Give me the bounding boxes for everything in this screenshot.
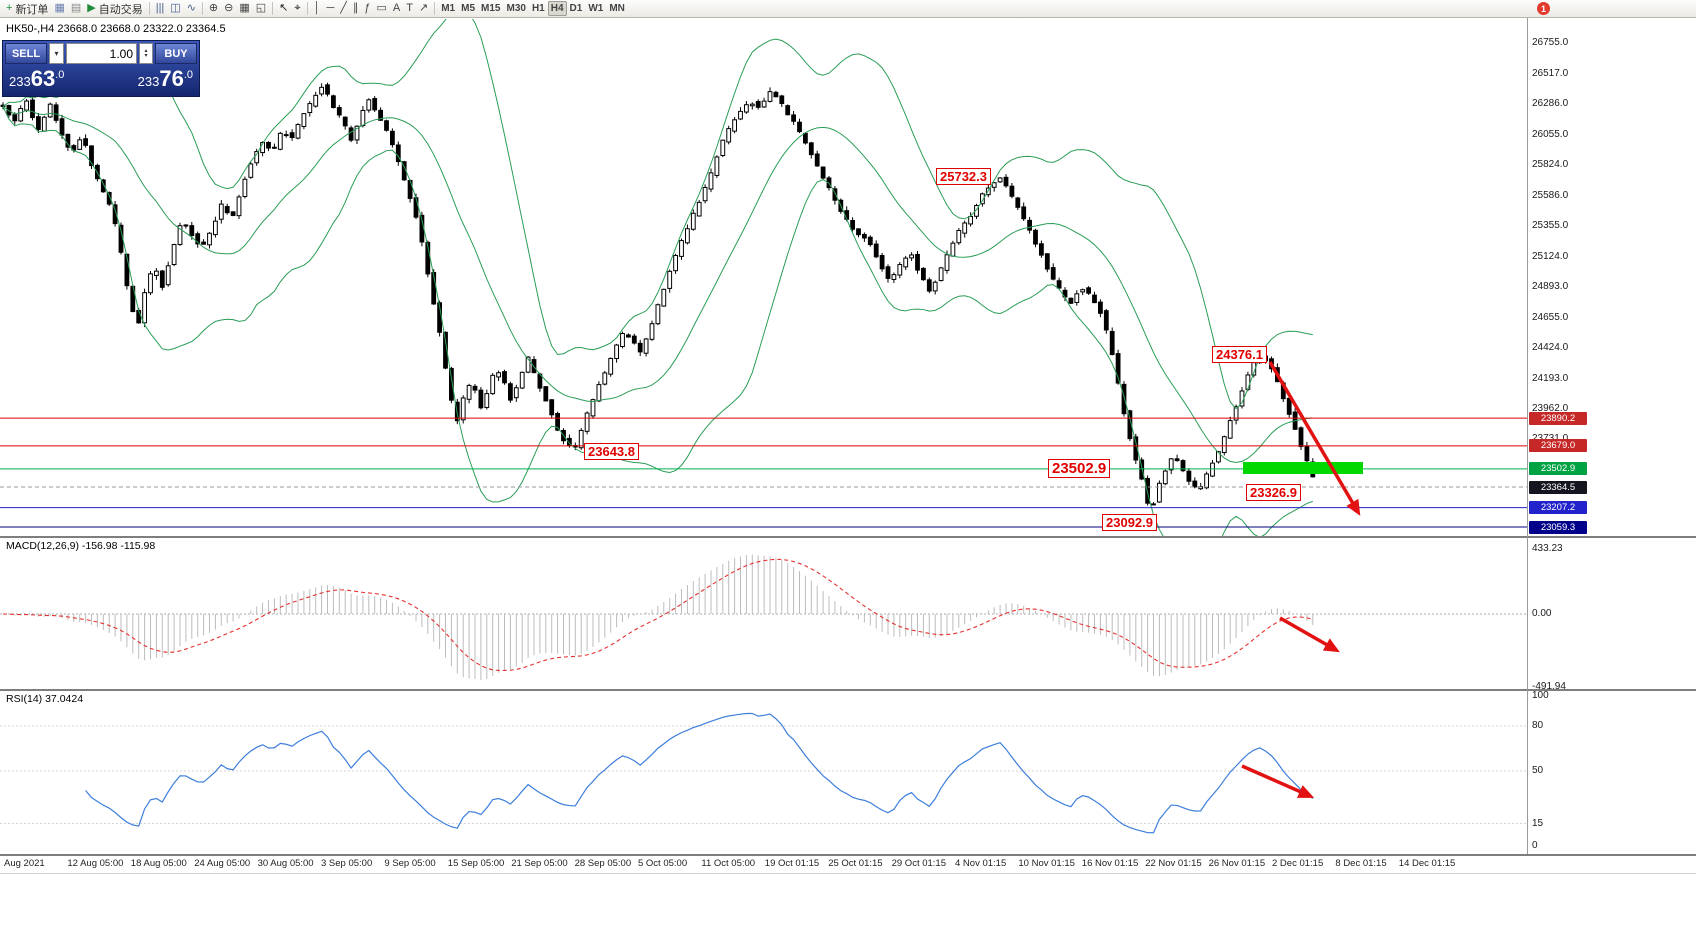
zoom-out-icon: ⊖ xyxy=(224,2,234,14)
macd-series xyxy=(0,554,1527,680)
tile-windows-icon[interactable]: ◱ xyxy=(253,1,269,16)
timeframe-w1-button[interactable]: W1 xyxy=(588,3,604,14)
sell-dropdown-icon[interactable]: ▾ xyxy=(49,43,64,64)
toolbar: + 新订单 ▦ ▤ ▶ 自动交易 ||| ◫ ∿ ⊕ ⊖ ▦ ◱ ↖ ⌖ │ ─ ╱ ∥ ƒ ▭ A T ↗ M1 M5 M15 M3… xyxy=(0,0,1696,18)
bar-chart-icon[interactable]: ||| xyxy=(153,1,168,16)
fibonacci-icon[interactable]: ƒ xyxy=(361,1,373,16)
text-icon[interactable]: A xyxy=(390,1,403,16)
grid-icon: ▦ xyxy=(239,2,250,14)
line-chart-icon[interactable]: ∿ xyxy=(184,1,199,16)
buy-price[interactable]: 23376.0 xyxy=(138,66,193,92)
tile-windows-icon: ◱ xyxy=(255,2,267,14)
toolbar-separator xyxy=(148,2,150,15)
trendline-icon[interactable]: ╱ xyxy=(337,1,350,16)
volume-input[interactable] xyxy=(66,43,137,64)
grid-icon[interactable]: ▦ xyxy=(236,1,252,16)
auto-trading-button-label: 自动交易 xyxy=(98,3,143,16)
buy-price-suffix: .0 xyxy=(183,69,193,81)
channel-icon[interactable]: ∥ xyxy=(350,1,362,16)
trade-controls-row: SELL ▾ ▴ ▾ BUY xyxy=(5,43,197,64)
timeframe-h4-button[interactable]: H4 xyxy=(547,1,567,16)
candlestick-icon: ◫ xyxy=(170,2,181,14)
crosshair-icon: ⌖ xyxy=(294,2,301,14)
profiles-icon[interactable]: ▤ xyxy=(68,1,84,16)
arrows-icon[interactable]: ↗ xyxy=(416,1,431,16)
sell-price-big: 63 xyxy=(30,66,56,91)
zoom-in-icon: ⊕ xyxy=(208,2,219,14)
toolbar-separator xyxy=(306,2,308,15)
line-chart-icon: ∿ xyxy=(186,2,196,14)
channel-icon: ∥ xyxy=(352,2,359,14)
rsi-series xyxy=(0,712,1527,834)
trade-prices-row: 23363.0 23376.0 xyxy=(5,64,197,92)
vertical-line-icon: │ xyxy=(313,2,321,14)
sell-price-suffix: .0 xyxy=(55,69,65,81)
horizontal-levels xyxy=(0,417,1527,528)
notification-badge[interactable]: 1 xyxy=(1537,2,1550,15)
shapes-icon: ▭ xyxy=(376,2,387,14)
text-icon: A xyxy=(392,2,401,14)
volume-spinner[interactable]: ▴ ▾ xyxy=(139,43,153,64)
support-zone-highlight[interactable] xyxy=(1243,462,1363,474)
timeframe-m1-button[interactable]: M1 xyxy=(441,3,456,14)
chart-window-icon: ▦ xyxy=(54,2,65,14)
timeframe-m15-button[interactable]: M15 xyxy=(481,3,501,14)
zoom-out-icon[interactable]: ⊖ xyxy=(221,1,236,16)
candlestick-series xyxy=(0,82,1316,506)
buy-price-big: 76 xyxy=(159,66,184,91)
zoom-in-icon[interactable]: ⊕ xyxy=(206,1,221,16)
trend-arrows xyxy=(1241,361,1361,798)
candlestick-icon[interactable]: ◫ xyxy=(167,1,183,16)
shapes-icon[interactable]: ▭ xyxy=(374,1,390,16)
horizontal-line-icon: ─ xyxy=(326,2,335,14)
trendline-icon: ╱ xyxy=(340,2,347,14)
spin-down-icon[interactable]: ▾ xyxy=(144,52,148,59)
auto-trading-button[interactable]: ▶ 自动交易 xyxy=(84,1,145,16)
toolbar-separator xyxy=(434,2,436,15)
new-order-icon: + xyxy=(6,2,13,14)
toolbar-separator xyxy=(272,2,274,15)
text-label-icon[interactable]: T xyxy=(403,1,416,16)
cursor-icon: ↖ xyxy=(279,2,289,14)
cursor-icon[interactable]: ↖ xyxy=(276,1,291,16)
profiles-icon: ▤ xyxy=(70,2,82,14)
timeframe-m5-button[interactable]: M5 xyxy=(461,3,476,14)
sell-price-prefix: 233 xyxy=(9,74,31,89)
spin-up-icon[interactable]: ▴ xyxy=(144,47,148,54)
new-order-button-label: 新订单 xyxy=(15,3,49,16)
vertical-line-icon[interactable]: │ xyxy=(311,1,324,16)
auto-trading-icon: ▶ xyxy=(87,2,96,14)
timeframe-d1-button[interactable]: D1 xyxy=(569,3,583,14)
one-click-trading-panel: SELL ▾ ▴ ▾ BUY 23363.0 23376.0 xyxy=(2,40,200,97)
toolbar-separator xyxy=(201,2,203,15)
sell-price[interactable]: 23363.0 xyxy=(9,66,64,92)
chart-window-icon[interactable]: ▦ xyxy=(51,1,67,16)
horizontal-line-icon[interactable]: ─ xyxy=(323,1,337,16)
timeframe-h1-button[interactable]: H1 xyxy=(531,3,545,14)
arrows-icon: ↗ xyxy=(419,2,429,14)
bar-chart-icon: ||| xyxy=(155,2,165,14)
timeframe-mn-button[interactable]: MN xyxy=(609,3,625,14)
crosshair-icon[interactable]: ⌖ xyxy=(291,1,303,16)
new-order-button[interactable]: + 新订单 xyxy=(3,1,51,16)
text-label-icon: T xyxy=(406,2,413,14)
buy-button[interactable]: BUY xyxy=(155,43,197,64)
buy-price-prefix: 233 xyxy=(137,74,160,89)
fibonacci-icon: ƒ xyxy=(364,2,371,14)
timeframe-m30-button[interactable]: M30 xyxy=(506,3,526,14)
sell-button[interactable]: SELL xyxy=(5,43,47,64)
